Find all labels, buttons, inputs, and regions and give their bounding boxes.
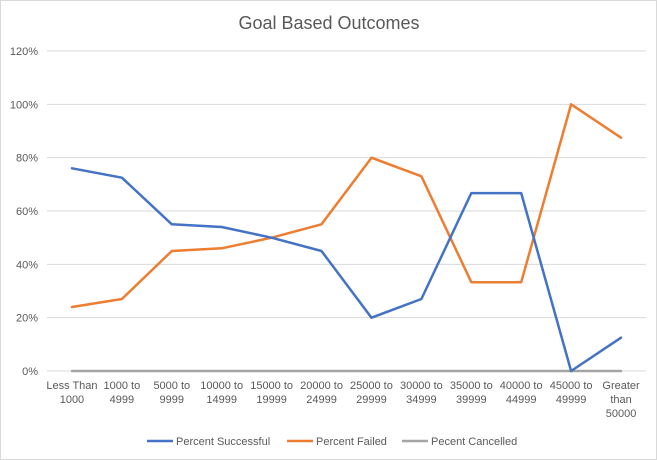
series-lines — [70, 103, 623, 373]
x-tick-label: Greater than 50000 — [602, 380, 640, 420]
legend-label: Pecent Cancelled — [431, 436, 517, 448]
legend: Percent Successful Percent Failed Pecent C… — [147, 436, 517, 448]
x-tick-label: 15000 to 19999 — [250, 380, 293, 406]
chart-title: Goal Based Outcomes — [238, 13, 419, 33]
x-tick-label: 30000 to 34999 — [400, 380, 443, 406]
y-tick-label: 60% — [16, 206, 38, 218]
series-line-percent-failed — [70, 103, 623, 309]
x-tick-label: 10000 to 14999 — [200, 380, 243, 406]
y-tick-label: 20% — [16, 313, 38, 325]
series-line-percent-successful — [70, 167, 623, 373]
x-tick-label: Less Than 1000 — [46, 380, 97, 406]
x-tick-label: 40000 to 44999 — [500, 380, 543, 406]
y-tick-label: 80% — [16, 153, 38, 165]
x-tick-label: 35000 to 39999 — [450, 380, 493, 406]
y-tick-label: 100% — [10, 99, 38, 111]
x-tick-label: 25000 to 29999 — [350, 380, 393, 406]
x-tick-label: 20000 to 24999 — [300, 380, 343, 406]
y-axis-ticks: 0% 20% 40% 60% 80% 100% 120% — [10, 46, 38, 378]
gridlines — [47, 50, 646, 372]
y-tick-label: 120% — [10, 46, 38, 58]
x-tick-label: 5000 to 9999 — [153, 380, 190, 406]
y-tick-label: 0% — [22, 366, 38, 378]
x-tick-label: 1000 to 4999 — [104, 380, 141, 406]
x-axis-ticks: Less Than 1000 1000 to 4999 5000 to 9999 10000… — [46, 380, 640, 420]
y-tick-label: 40% — [16, 259, 38, 271]
legend-label: Percent Successful — [176, 436, 270, 448]
x-tick-label: 45000 to 49999 — [550, 380, 593, 406]
legend-label: Percent Failed — [316, 436, 387, 448]
